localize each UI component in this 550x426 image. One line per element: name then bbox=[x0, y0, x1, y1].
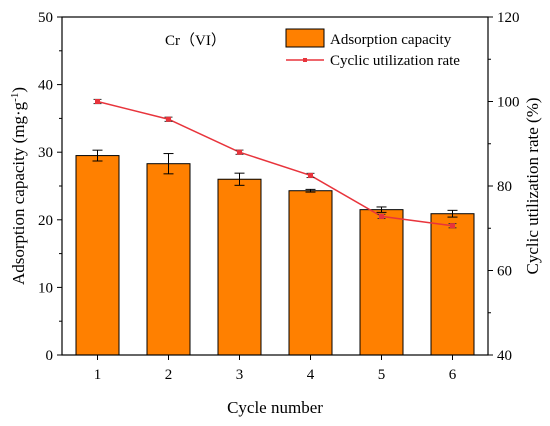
x-tick-label: 5 bbox=[378, 367, 386, 383]
legend-swatch-bar bbox=[285, 28, 325, 48]
annotation-label: Cr（VI） bbox=[165, 32, 226, 49]
x-tick-label: 2 bbox=[165, 367, 173, 383]
line-path bbox=[97, 100, 453, 227]
y-left-tick-label: 40 bbox=[38, 78, 53, 94]
y-axis-right: 40 60 80 100 120 bbox=[488, 10, 520, 364]
bar-3 bbox=[217, 178, 262, 356]
bar-5 bbox=[359, 209, 404, 356]
y-right-axis-title: Cyclic utilization rate (%) bbox=[523, 97, 542, 274]
x-tick-label: 4 bbox=[307, 367, 315, 383]
line-point-6 bbox=[450, 223, 455, 229]
bar-2 bbox=[146, 163, 191, 356]
line-point-4 bbox=[308, 172, 313, 178]
x-tick-label: 3 bbox=[236, 367, 244, 383]
x-tick-label: 1 bbox=[94, 367, 102, 383]
bar-6 bbox=[430, 213, 475, 356]
line-point-5 bbox=[379, 213, 384, 219]
y-left-axis-title: Adsorption capacity (mg·g-1) bbox=[9, 87, 28, 285]
y-right-tick-label: 80 bbox=[497, 179, 512, 195]
legend: Adsorption capacity Cyclic utilization r… bbox=[285, 28, 460, 69]
y-left-tick-label: 20 bbox=[38, 213, 53, 229]
bar-error-bars bbox=[92, 149, 458, 218]
y-right-tick-label: 120 bbox=[497, 10, 520, 26]
y-right-tick-label: 60 bbox=[497, 264, 512, 280]
x-tick-label: 6 bbox=[449, 367, 457, 383]
legend-swatch-marker bbox=[303, 58, 307, 62]
y-left-tick-label: 50 bbox=[38, 10, 53, 26]
bar-1 bbox=[75, 155, 120, 356]
legend-label-line: Cyclic utilization rate bbox=[330, 53, 460, 69]
line-point-2 bbox=[166, 116, 171, 122]
x-axis: 1 2 3 4 5 6 bbox=[94, 355, 457, 383]
y-left-tick-label: 10 bbox=[38, 280, 53, 296]
y-left-tick-label: 0 bbox=[46, 348, 54, 364]
legend-label-bar: Adsorption capacity bbox=[330, 32, 452, 48]
y-axis-left: 0 10 20 30 40 50 bbox=[38, 10, 62, 364]
line-series bbox=[93, 98, 457, 229]
line-point-1 bbox=[95, 99, 100, 104]
line-point-3 bbox=[237, 149, 242, 155]
y-left-tick-label: 30 bbox=[38, 145, 53, 161]
y-right-tick-label: 100 bbox=[497, 95, 520, 111]
bar-4 bbox=[288, 190, 333, 356]
bar-series bbox=[75, 155, 475, 356]
y-right-tick-label: 40 bbox=[497, 348, 512, 364]
x-axis-title: Cycle number bbox=[227, 398, 323, 417]
